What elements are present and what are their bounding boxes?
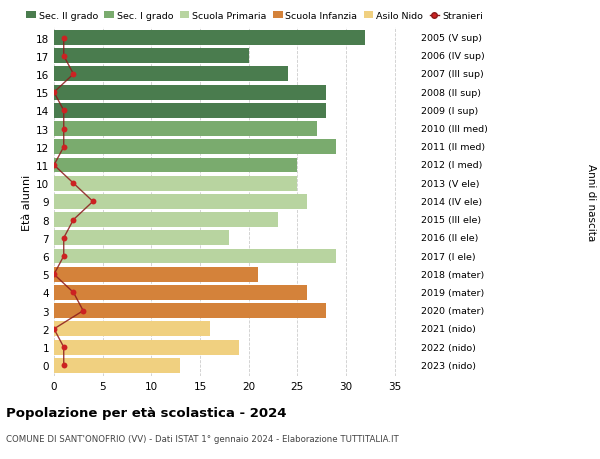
Bar: [54, 358, 181, 373]
Point: [68, 289, 78, 297]
Point: [79, 308, 88, 315]
Text: 2019 (mater): 2019 (mater): [421, 288, 484, 297]
Text: 2015 (III ele): 2015 (III ele): [421, 216, 481, 224]
Text: Popolazione per età scolastica - 2024: Popolazione per età scolastica - 2024: [6, 406, 287, 419]
Bar: [54, 231, 229, 246]
Point: [59, 235, 68, 242]
Text: 2009 (I sup): 2009 (I sup): [421, 106, 478, 116]
Point: [59, 126, 68, 133]
Point: [49, 162, 59, 169]
Legend: Sec. II grado, Sec. I grado, Scuola Primaria, Scuola Infanzia, Asilo Nido, Stran: Sec. II grado, Sec. I grado, Scuola Prim…: [26, 12, 483, 21]
Bar: [54, 158, 297, 173]
Point: [68, 217, 78, 224]
Text: 2012 (I med): 2012 (I med): [421, 161, 482, 170]
Text: 2017 (I ele): 2017 (I ele): [421, 252, 475, 261]
Point: [59, 35, 68, 42]
Bar: [54, 249, 336, 264]
Bar: [54, 104, 326, 118]
Point: [59, 253, 68, 260]
Text: 2011 (II med): 2011 (II med): [421, 143, 485, 152]
Bar: [54, 340, 239, 355]
Point: [68, 71, 78, 78]
Bar: [54, 267, 259, 282]
Bar: [54, 140, 336, 155]
Bar: [54, 303, 326, 319]
Bar: [54, 285, 307, 300]
Point: [49, 271, 59, 278]
Text: 2022 (nido): 2022 (nido): [421, 343, 475, 352]
Text: 2018 (mater): 2018 (mater): [421, 270, 484, 279]
Bar: [54, 122, 317, 137]
Text: 2014 (IV ele): 2014 (IV ele): [421, 197, 482, 207]
Point: [59, 144, 68, 151]
Bar: [54, 67, 287, 82]
Text: 2013 (V ele): 2013 (V ele): [421, 179, 479, 188]
Point: [49, 325, 59, 333]
Point: [59, 53, 68, 60]
Text: 2010 (III med): 2010 (III med): [421, 125, 487, 134]
Bar: [54, 85, 326, 101]
Text: Anni di nascita: Anni di nascita: [586, 163, 596, 241]
Point: [49, 89, 59, 97]
Bar: [54, 176, 297, 191]
Point: [68, 180, 78, 187]
Y-axis label: Età alunni: Età alunni: [22, 174, 32, 230]
Text: 2006 (IV sup): 2006 (IV sup): [421, 52, 484, 61]
Point: [88, 198, 98, 206]
Bar: [54, 213, 278, 228]
Text: COMUNE DI SANT'ONOFRIO (VV) - Dati ISTAT 1° gennaio 2024 - Elaborazione TUTTITAL: COMUNE DI SANT'ONOFRIO (VV) - Dati ISTAT…: [6, 434, 399, 443]
Bar: [54, 322, 209, 336]
Text: 2007 (III sup): 2007 (III sup): [421, 70, 484, 79]
Text: 2021 (nido): 2021 (nido): [421, 325, 475, 334]
Point: [59, 362, 68, 369]
Text: 2008 (II sup): 2008 (II sup): [421, 89, 481, 97]
Point: [59, 107, 68, 115]
Bar: [54, 49, 248, 64]
Text: 2016 (II ele): 2016 (II ele): [421, 234, 478, 243]
Bar: [54, 195, 307, 209]
Text: 2023 (nido): 2023 (nido): [421, 361, 476, 370]
Text: 2020 (mater): 2020 (mater): [421, 307, 484, 315]
Point: [59, 344, 68, 351]
Text: 2005 (V sup): 2005 (V sup): [421, 34, 482, 43]
Bar: [54, 31, 365, 46]
